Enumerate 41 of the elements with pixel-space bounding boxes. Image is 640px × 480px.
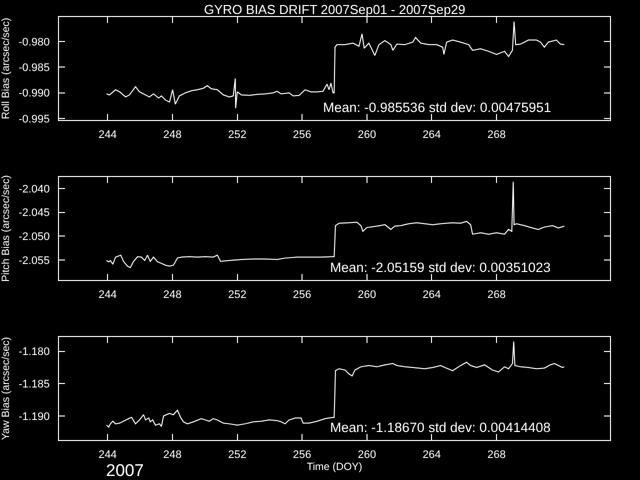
x-tick-label: 252 bbox=[228, 129, 246, 142]
y-tick-label: -1.190 bbox=[18, 410, 50, 423]
y-tick-label: -2.055 bbox=[18, 254, 50, 267]
x-tick-label: 264 bbox=[422, 449, 441, 462]
y-tick-label: -0.995 bbox=[18, 113, 50, 126]
x-tick-label: 256 bbox=[292, 129, 312, 142]
y-tick-label: -2.045 bbox=[18, 207, 50, 220]
x-tick-label: 244 bbox=[98, 289, 117, 302]
x-tick-label: 248 bbox=[163, 129, 182, 142]
x-tick-label: 244 bbox=[98, 129, 117, 142]
x-tick-label: 256 bbox=[292, 289, 312, 302]
x-tick-label: 264 bbox=[422, 289, 441, 302]
chart-title: GYRO BIAS DRIFT 2007Sep01 - 2007Sep29 bbox=[204, 2, 466, 17]
x-tick-label: 264 bbox=[422, 129, 441, 142]
x-tick-label: 244 bbox=[98, 449, 117, 462]
x-tick-label: 268 bbox=[487, 289, 506, 302]
x-tick-label: 268 bbox=[487, 129, 506, 142]
x-tick-label: 248 bbox=[163, 289, 182, 302]
y-tick-label: -1.185 bbox=[18, 378, 50, 390]
y-tick-label: -2.050 bbox=[18, 230, 50, 243]
y-tick-label: -0.990 bbox=[18, 88, 50, 100]
y-tick-label: -2.040 bbox=[18, 183, 50, 196]
annotation: Mean: -2.05159 std dev: 0.00351023 bbox=[330, 260, 551, 275]
x-tick-label: 268 bbox=[487, 449, 506, 462]
x-tick-label: 256 bbox=[292, 449, 312, 462]
y-axis-title: Yaw Bias (arcsec/sec) bbox=[0, 336, 12, 440]
x-axis-title: Time (DOY) bbox=[306, 461, 362, 474]
annotation: Mean: -1.18670 std dev: 0.00414408 bbox=[330, 420, 551, 435]
y-tick-label: -0.980 bbox=[18, 36, 50, 48]
x-tick-label: 248 bbox=[163, 449, 182, 462]
x-tick-label: 260 bbox=[358, 449, 376, 462]
x-tick-label: 252 bbox=[228, 289, 246, 302]
x-tick-label: 260 bbox=[358, 289, 376, 302]
y-axis-title: Roll Bias (arcsec/sec) bbox=[0, 18, 12, 120]
y-axis-title: Pitch Bias (arcsec/sec) bbox=[0, 175, 12, 282]
x-tick-label: 252 bbox=[228, 449, 246, 462]
y-tick-label: -0.985 bbox=[18, 62, 50, 74]
annotation: Mean: -0.985536 std dev: 0.00475951 bbox=[323, 100, 552, 115]
y-tick-label: -1.180 bbox=[18, 346, 50, 358]
x-tick-label: 260 bbox=[358, 129, 376, 142]
text: 2007 bbox=[106, 461, 144, 480]
